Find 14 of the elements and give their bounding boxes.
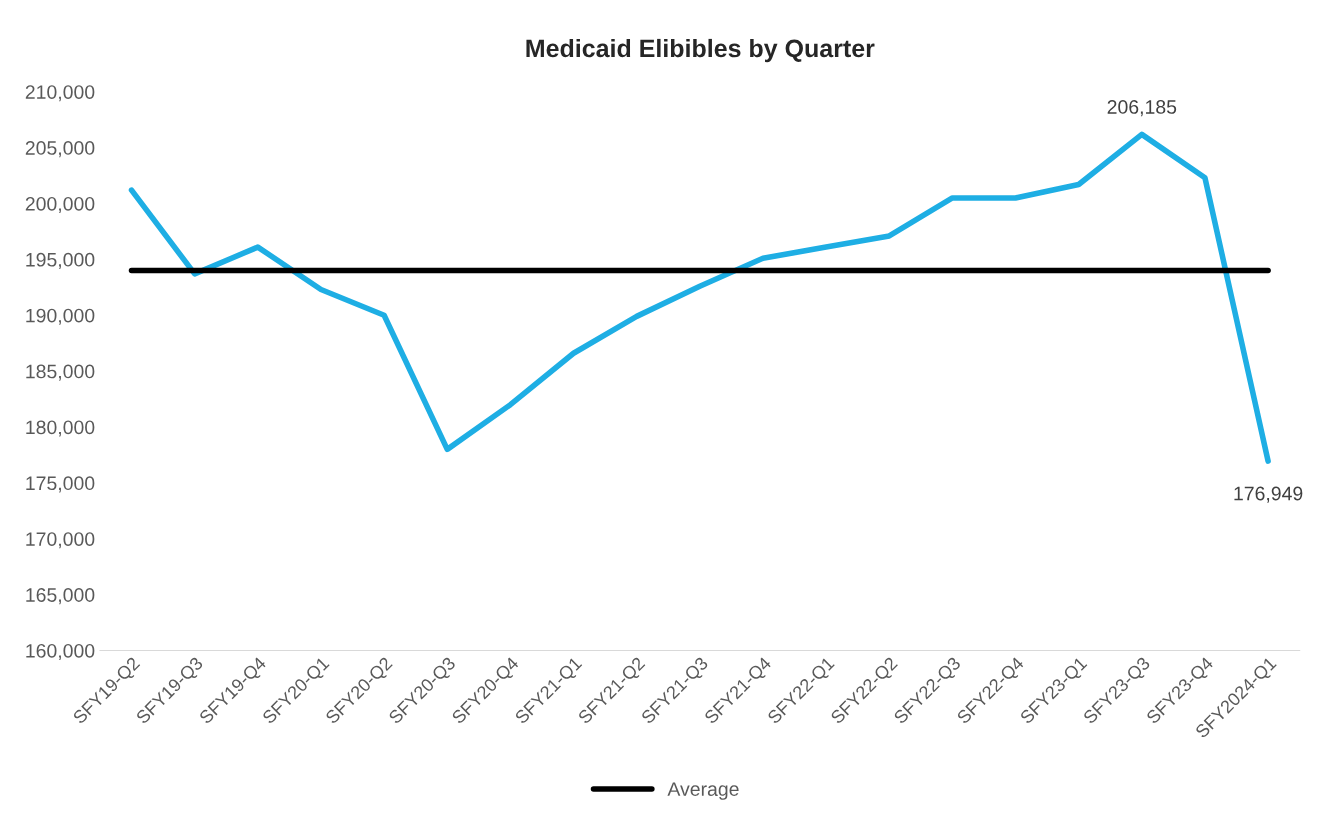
y-tick-label: 175,000	[26, 476, 95, 493]
y-tick-label: 180,000	[26, 420, 95, 437]
y-tick-label: 170,000	[26, 532, 95, 549]
data-label: 206,185	[1107, 100, 1177, 117]
y-tick-label: 185,000	[26, 364, 95, 381]
y-tick-label: 210,000	[25, 85, 95, 102]
y-tick-label: 165,000	[26, 588, 95, 605]
chart-title: Medicaid Elibibles by Quarter	[526, 38, 875, 63]
y-tick-label: 195,000	[26, 252, 95, 269]
legend-label: Average	[667, 782, 739, 800]
y-tick-label: 190,000	[26, 308, 95, 325]
data-label: 176,949	[1234, 486, 1303, 503]
y-tick-label: 205,000	[25, 141, 95, 158]
y-tick-label: 200,000	[25, 196, 95, 214]
